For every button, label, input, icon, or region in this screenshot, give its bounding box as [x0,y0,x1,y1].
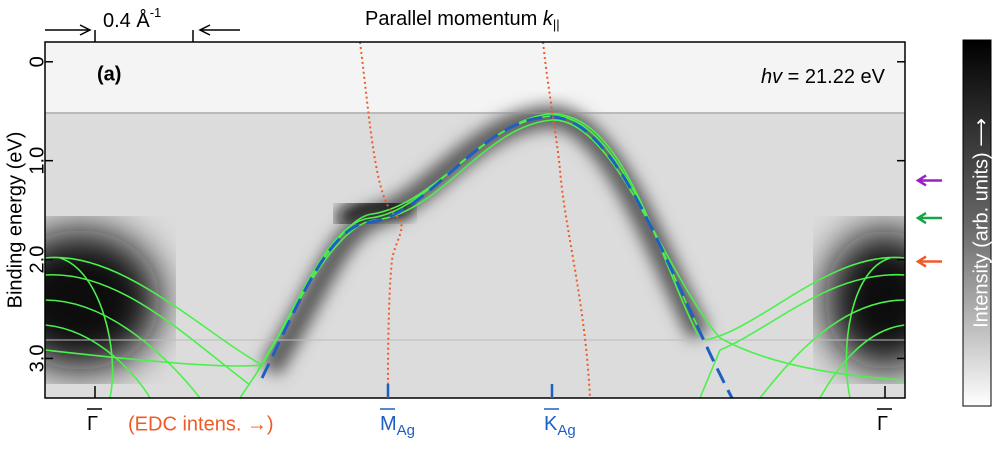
point-subscript: Ag [557,422,575,439]
point-subscript: Ag [397,422,415,439]
y-tick-label: 3.0 [26,345,48,373]
energy-marker [915,174,942,187]
y-tick-label: 0 [26,56,48,67]
point-ticks [386,384,554,398]
intensity-map [45,42,905,398]
point-label: Γ [87,413,98,435]
panel-label: (a) [97,63,121,85]
energy-marker [915,211,942,225]
y-tick-label: 2.0 [26,246,48,274]
y-tick-label: 1.0 [26,147,48,175]
x-axis-label: Parallel momentum k|| [365,8,560,32]
colorbar [962,39,992,407]
scale-bar-label: 0.4 Å-1 [103,5,161,32]
annotation: hv = 21.22 eV [761,66,886,88]
colorbar-label: Intensity (arb. units) ⟶ [970,118,992,328]
plot-frame [44,41,906,399]
point-name: M [380,413,397,435]
point-name: Γ [87,413,98,435]
point-label: KAg [544,413,576,439]
y-axis-label: Binding energy (eV) [4,132,26,309]
edc-label: (EDC intens. →) [128,413,274,435]
point-name: Γ [877,413,888,435]
energy-marker [915,255,942,268]
frame-ticks [45,24,886,398]
point-name: K [544,413,558,435]
point-label: Γ [877,413,888,435]
point-label: MAg [380,413,415,439]
